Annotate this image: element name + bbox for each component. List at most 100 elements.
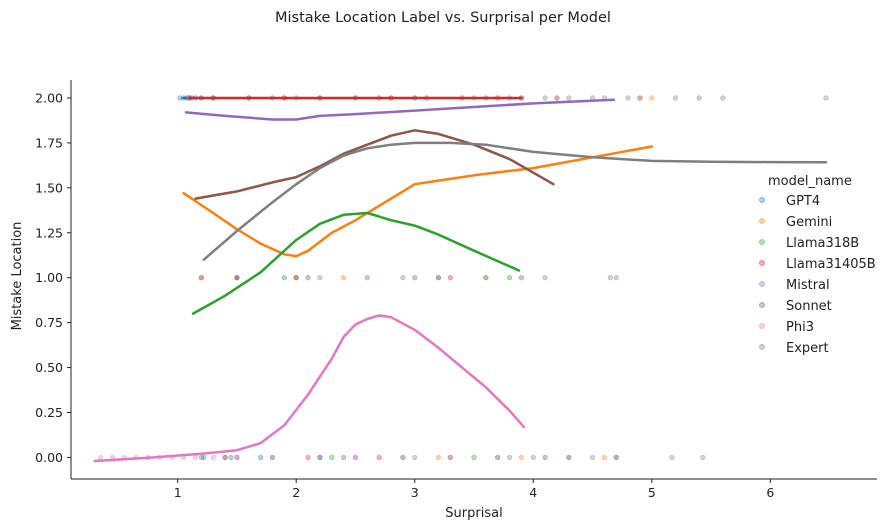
data-point [341,454,347,461]
y-tick-label: 0.50 [35,360,63,375]
y-tick-label: 1.00 [35,270,63,285]
data-point [305,275,311,281]
data-point [506,454,513,461]
series-phi3-line [93,314,526,463]
data-point [198,454,204,461]
y-tick-label: 0.00 [35,450,63,465]
chart-title: Mistake Location Label vs. Surprisal per… [275,10,611,26]
x-axis-label: Surprisal [445,506,502,521]
y-tick-label: 1.25 [35,225,63,240]
data-point [234,454,240,461]
data-point [400,454,406,461]
data-point [823,95,829,101]
data-point [566,454,572,461]
data-point [293,275,299,281]
data-point [613,454,619,461]
legend-label: Gemini [786,215,832,230]
x-tick-label: 6 [766,485,774,500]
data-point [530,454,536,461]
data-point [554,95,560,101]
data-point [625,95,631,101]
data-point [234,275,240,281]
series-llama318b-line [191,211,521,315]
legend-marker [759,302,765,308]
data-point [198,275,204,281]
data-point [210,454,216,461]
data-point [542,275,548,281]
x-tick-label: 4 [529,485,537,500]
data-point [317,454,323,461]
data-point [637,95,643,101]
data-point [364,275,370,281]
data-point [341,275,347,281]
y-axis-label: Mistake Location [10,222,25,331]
y-tick-label: 0.75 [35,315,63,330]
series-gemini-line [182,145,654,258]
series-gemini-points [198,95,655,461]
plot-area [93,95,829,463]
data-point [506,275,513,281]
legend-marker [759,260,765,266]
y-tick-label: 1.75 [35,135,63,150]
data-point [471,454,477,461]
legend-marker [759,197,765,203]
data-point [177,95,183,101]
data-point [649,95,655,101]
legend-label: Phi3 [786,320,814,335]
data-point [696,95,702,101]
data-point [495,454,501,461]
data-point [542,454,548,461]
legend-label: Expert [786,341,829,356]
y-tick-label: 2.00 [35,90,63,105]
series-sonnet-line [194,129,555,200]
data-point [400,275,406,281]
data-point [483,275,489,281]
legend-marker [759,239,765,245]
data-point [672,95,679,101]
data-point [352,454,359,461]
data-point [720,95,726,101]
data-point [601,454,607,461]
legend-marker [759,344,765,350]
data-point [669,454,675,461]
data-point [269,454,276,461]
x-tick-label: 1 [174,485,182,500]
data-point [98,454,104,461]
data-point [435,454,442,461]
data-point [329,454,335,461]
legend-label: Llama31405B [786,257,876,272]
legend-marker [759,323,765,329]
legend-marker [759,281,765,287]
x-axis: 1 2 3 4 5 6 [71,478,877,500]
data-point [435,275,442,281]
data-point [192,454,199,461]
y-axis: 0.00 0.25 0.50 0.75 1.00 1.25 1.50 1.75 2.00 [35,80,72,479]
data-point [542,95,548,101]
series-expert-line [202,141,828,261]
data-point [518,454,525,461]
data-point [228,454,234,461]
data-point [613,275,619,281]
data-point [447,275,453,281]
legend-label: Sonnet [786,299,832,314]
data-point [607,275,613,281]
x-tick-label: 5 [648,485,656,500]
x-tick-label: 2 [292,485,300,500]
legend-label: Llama318B [786,236,859,251]
y-tick-label: 1.50 [35,180,63,195]
legend-marker [759,218,765,224]
legend-label: Mistral [786,278,830,293]
data-point [447,454,453,461]
data-point [305,454,311,461]
legend-label: GPT4 [786,194,820,209]
data-point [376,454,382,461]
series-expert-points [198,95,829,461]
data-point [317,275,323,281]
data-point [258,454,264,461]
y-tick-label: 0.25 [35,405,63,420]
data-point [281,275,287,281]
data-point [589,454,596,461]
series-mistral-line [184,98,616,121]
legend-title: model_name [768,174,852,189]
